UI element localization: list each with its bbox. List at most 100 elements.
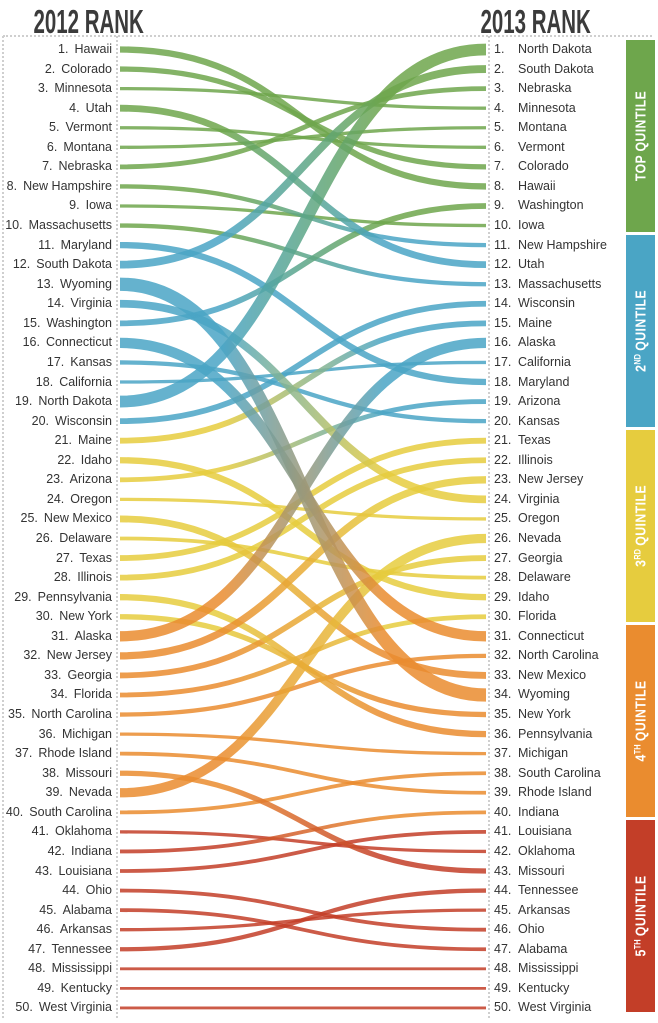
right-axis-title: 2013 RANK (480, 3, 591, 40)
rank-label-2012-37: 37. Rhode Island (0, 744, 112, 763)
rank-label-2013-25: 25. Oregon (494, 509, 624, 528)
rank-label-2012-8: 8. New Hampshire (0, 177, 112, 196)
rank-label-2012-5: 5. Vermont (0, 118, 112, 137)
state-name: Nevada (518, 531, 562, 545)
state-name: South Dakota (36, 257, 112, 272)
rank-label-2013-42: 42. Oklahoma (494, 842, 624, 861)
state-name: Texas (518, 433, 551, 448)
rank-number: 41. (31, 824, 50, 839)
state-name: Missouri (518, 863, 565, 878)
state-name: Connecticut (518, 628, 585, 643)
rank-label-2013-40: 40. Indiana (494, 803, 624, 822)
rank-number: 9. (69, 198, 80, 213)
rank-label-2013-29: 29. Idaho (494, 588, 624, 607)
rank-label-2013-9: 9. Washington (494, 196, 624, 215)
rank-label-2013-28: 28. Delaware (494, 568, 624, 587)
rank-label-2013-44: 44. Tennessee (494, 881, 624, 900)
state-name: Alabama (518, 941, 568, 956)
state-name: Colorado (518, 159, 569, 174)
rank-number: 5. (494, 120, 505, 135)
rank-label-2012-49: 49. Kentucky (0, 979, 112, 998)
flow-line-wyoming (119, 277, 487, 702)
state-name: North Carolina (518, 648, 599, 663)
rank-label-2013-31: 31. Connecticut (494, 627, 624, 646)
state-name: Pennsylvania (37, 589, 112, 604)
rank-number: 18. (494, 374, 512, 389)
rank-number: 23. (494, 472, 512, 487)
flow-line-michigan (119, 732, 487, 756)
state-name: Illinois (518, 452, 553, 467)
flow-line-kansas (119, 360, 487, 424)
state-name: Mississippi (51, 961, 112, 976)
rank-number: 41. (494, 824, 512, 839)
rank-number: 13. (494, 276, 512, 291)
rank-label-2013-41: 41. Louisiana (494, 822, 624, 841)
flow-line-north-carolina (119, 653, 487, 717)
rank-label-2013-33: 33. New Mexico (494, 666, 624, 685)
rank-label-2013-19: 19. Arizona (494, 392, 624, 411)
rank-label-2013-12: 12. Utah (494, 255, 624, 274)
state-name: Idaho (80, 452, 112, 467)
rank-label-2012-13: 13. Wyoming (0, 275, 112, 294)
rank-label-2012-4: 4. Utah (0, 99, 112, 118)
state-name: Wyoming (518, 687, 570, 702)
quintile-band-4th: 4THQUINTILE (626, 625, 655, 817)
rank-label-2012-15: 15. Washington (0, 314, 112, 333)
state-name: Wyoming (60, 276, 112, 291)
rank-number: 48. (28, 961, 46, 976)
state-name: Kentucky (518, 980, 570, 995)
state-name: Kentucky (60, 980, 112, 995)
state-name: Rhode Island (518, 785, 592, 800)
rank-number: 43. (494, 863, 512, 878)
state-name: Arkansas (59, 922, 112, 937)
rank-label-2013-39: 39. Rhode Island (494, 783, 624, 802)
rank-number: 30. (494, 609, 512, 624)
state-name: Vermont (518, 139, 565, 154)
rank-label-2012-16: 16. Connecticut (0, 333, 112, 352)
rank-label-2013-49: 49. Kentucky (494, 979, 624, 998)
rank-label-2012-9: 9. Iowa (0, 196, 112, 215)
state-name: Delaware (518, 570, 571, 585)
rank-label-2012-30: 30. New York (0, 607, 112, 626)
rank-label-2013-34: 34. Wyoming (494, 685, 624, 704)
rank-number: 26. (494, 531, 512, 545)
flow-line-wisconsin (119, 300, 487, 425)
quintile-band-2nd-label: 2NDQUINTILE (632, 290, 649, 372)
rank-label-2012-39: 39. Nevada (0, 783, 112, 802)
flow-line-louisiana (119, 830, 487, 873)
rank-label-2012-20: 20. Wisconsin (0, 412, 112, 431)
rank-label-2012-29: 29. Pennsylvania (0, 588, 112, 607)
state-name: Wisconsin (518, 296, 575, 311)
state-name: Massachusetts (28, 218, 112, 233)
right-column-dotted-rule (488, 36, 490, 1018)
rank-number: 21. (54, 433, 72, 448)
rank-number: 33. (44, 667, 62, 682)
state-name: Hawaii (74, 42, 112, 56)
rank-number: 25. (20, 511, 38, 526)
state-name: Rhode Island (38, 746, 112, 761)
rank-number: 49. (37, 980, 55, 995)
rank-number: 14. (494, 296, 512, 311)
flow-line-minnesota (119, 86, 487, 110)
flow-line-nevada (119, 533, 487, 798)
rank-label-2012-6: 6. Montana (0, 138, 112, 157)
rank-number: 24. (46, 491, 65, 506)
rank-label-2012-48: 48. Mississippi (0, 959, 112, 978)
state-name: Indiana (70, 843, 112, 858)
state-name: Indiana (518, 804, 560, 819)
rank-number: 36. (38, 726, 56, 741)
state-name: Montana (518, 120, 567, 135)
state-name: New Mexico (518, 667, 587, 682)
rank-number: 1. (58, 42, 69, 56)
rank-label-2012-25: 25. New Mexico (0, 509, 112, 528)
rank-number: 8. (6, 178, 18, 193)
rank-label-2012-26: 26. Delaware (0, 529, 112, 548)
rank-label-2012-27: 27. Texas (0, 549, 112, 568)
rank-number: 9. (494, 198, 505, 213)
rank-number: 7. (494, 159, 505, 174)
rank-number: 16. (22, 335, 40, 350)
rank-label-2013-17: 17. California (494, 353, 624, 372)
rank-label-2013-27: 27. Georgia (494, 549, 624, 568)
rank-number: 4. (494, 100, 505, 115)
rank-number: 33. (494, 667, 512, 682)
